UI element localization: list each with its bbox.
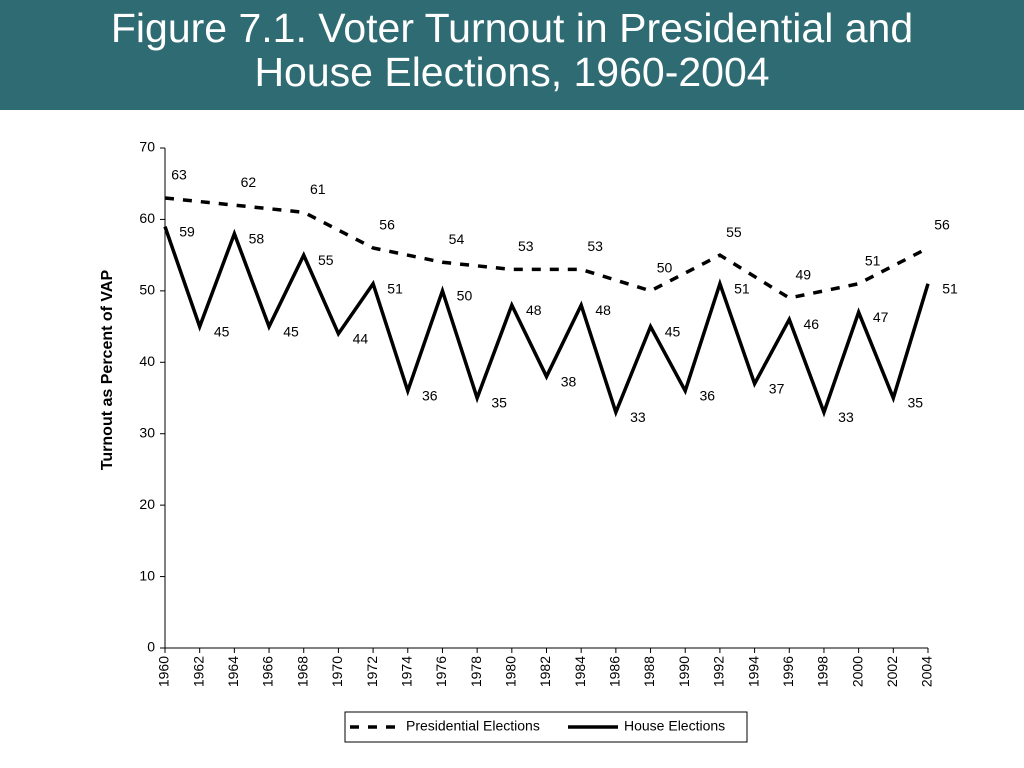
data-label: 54 — [449, 231, 465, 247]
data-label: 51 — [387, 280, 403, 296]
y-tick-label: 0 — [147, 639, 155, 655]
x-tick-label: 1976 — [433, 656, 449, 687]
data-label: 33 — [630, 409, 646, 425]
data-label: 50 — [657, 260, 673, 276]
data-label: 61 — [310, 181, 326, 197]
data-label: 45 — [665, 323, 681, 339]
legend-label: Presidential Elections — [406, 718, 540, 734]
data-label: 45 — [214, 323, 230, 339]
data-label: 51 — [865, 252, 881, 268]
data-label: 49 — [795, 267, 811, 283]
data-label: 50 — [457, 288, 473, 304]
series-line — [164, 196, 929, 300]
y-tick-label: 40 — [139, 353, 155, 369]
x-tick-label: 1960 — [156, 656, 172, 687]
y-tick-label: 70 — [139, 139, 155, 155]
data-label: 63 — [171, 167, 187, 183]
x-tick-label: 1984 — [572, 656, 588, 687]
data-label: 33 — [838, 409, 854, 425]
x-tick-label: 1988 — [641, 656, 657, 687]
x-tick-label: 1998 — [815, 656, 831, 687]
legend-label: House Elections — [624, 718, 725, 734]
x-tick-label: 1986 — [607, 656, 623, 687]
data-label: 35 — [908, 395, 924, 411]
y-tick-label: 50 — [139, 282, 155, 298]
data-label: 56 — [379, 217, 395, 233]
x-tick-label: 2000 — [849, 656, 865, 687]
x-tick-label: 1964 — [225, 656, 241, 687]
data-label: 55 — [726, 224, 742, 240]
y-axis-label: Turnout as Percent of VAP — [99, 270, 116, 471]
data-label: 45 — [283, 323, 299, 339]
data-label: 56 — [934, 217, 950, 233]
data-label: 37 — [769, 380, 785, 396]
data-label: 53 — [587, 238, 603, 254]
data-label: 48 — [595, 302, 611, 318]
x-tick-label: 1980 — [503, 656, 519, 687]
x-tick-label: 1968 — [294, 656, 310, 687]
x-tick-label: 1974 — [398, 656, 414, 687]
data-label: 58 — [249, 230, 265, 246]
data-label: 51 — [942, 280, 958, 296]
y-tick-label: 20 — [139, 496, 155, 512]
x-tick-label: 1972 — [364, 656, 380, 687]
data-label: 53 — [518, 238, 534, 254]
y-tick-label: 30 — [139, 424, 155, 440]
y-tick-label: 10 — [139, 567, 155, 583]
x-tick-label: 2004 — [919, 656, 935, 687]
data-label: 44 — [353, 330, 369, 346]
x-tick-label: 1992 — [711, 656, 727, 687]
y-tick-label: 60 — [139, 210, 155, 226]
x-tick-label: 1978 — [468, 656, 484, 687]
data-label: 51 — [734, 280, 750, 296]
x-tick-label: 1994 — [745, 656, 761, 687]
data-label: 55 — [318, 252, 334, 268]
data-label: 59 — [179, 223, 195, 239]
series-line — [163, 225, 930, 418]
x-tick-label: 1990 — [676, 656, 692, 687]
data-label: 47 — [873, 309, 889, 325]
data-label: 36 — [422, 388, 438, 404]
x-tick-label: 1996 — [780, 656, 796, 687]
data-label: 62 — [241, 174, 257, 190]
x-tick-label: 1966 — [260, 656, 276, 687]
data-label: 38 — [561, 373, 577, 389]
x-tick-label: 1970 — [329, 656, 345, 687]
x-tick-label: 2002 — [884, 656, 900, 687]
x-tick-label: 1962 — [190, 656, 206, 687]
legend-box — [344, 711, 748, 743]
x-tick-label: 1982 — [537, 656, 553, 687]
data-label: 48 — [526, 302, 542, 318]
data-label: 46 — [803, 316, 819, 332]
chart-title: Figure 7.1. Voter Turnout in Presidentia… — [0, 0, 1024, 110]
data-label: 35 — [491, 395, 507, 411]
data-label: 36 — [699, 388, 715, 404]
